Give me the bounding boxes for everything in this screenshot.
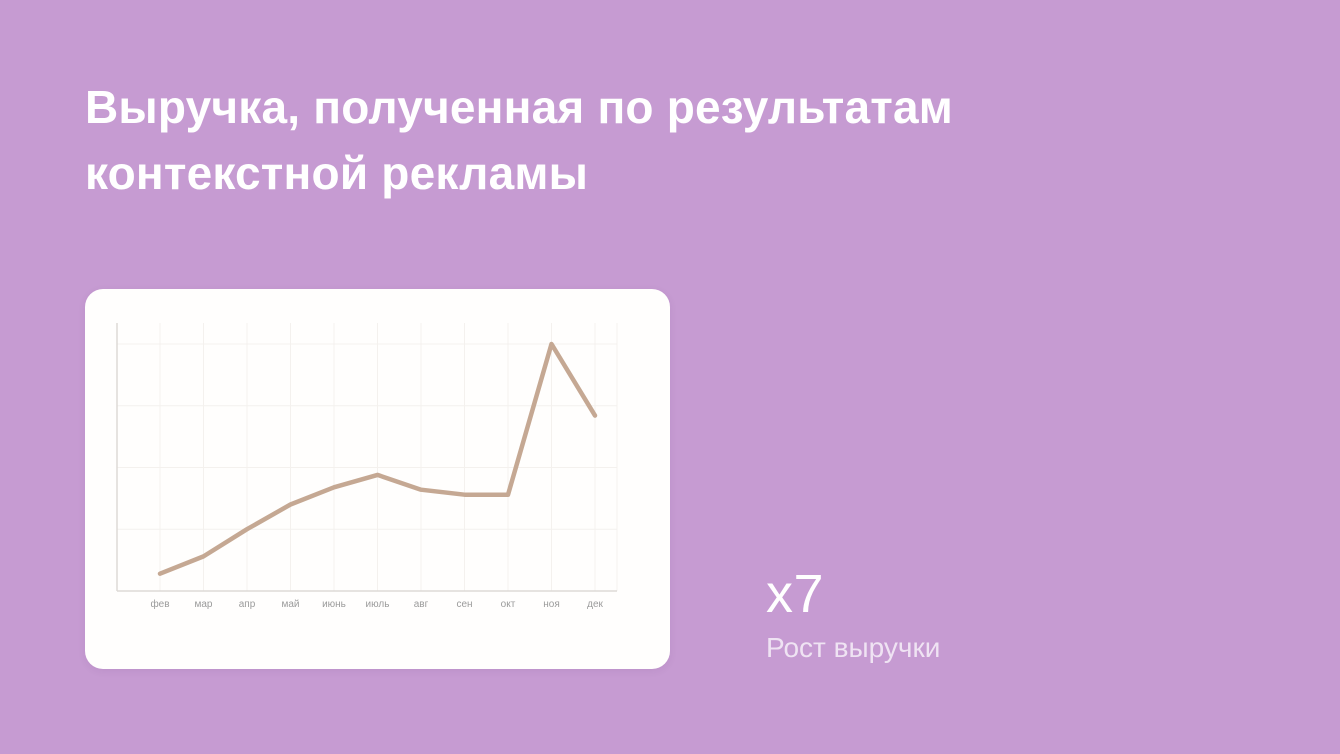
x-tick-label: май xyxy=(281,599,299,610)
metric-label: Рост выручки xyxy=(766,632,941,663)
x-tick-label: дек xyxy=(587,599,603,610)
metric-value: x7 xyxy=(766,564,825,624)
x-tick-label: июль xyxy=(366,599,390,610)
x-tick-label: авг xyxy=(414,599,429,610)
revenue-series-line xyxy=(157,341,598,576)
x-tick-label: сен xyxy=(456,599,472,610)
x-tick-label: апр xyxy=(239,599,256,610)
growth-metric: x7 Рост выручки xyxy=(766,563,940,665)
revenue-line-chart: фев мар апр май июнь июль авг сен окт ноя дек xyxy=(116,323,618,610)
x-tick-label: июнь xyxy=(322,599,346,610)
chart-card: фев мар апр май июнь июль авг сен окт ноя дек xyxy=(85,289,670,669)
x-tick-label: окт xyxy=(501,599,516,610)
x-tick-label: ноя xyxy=(543,599,560,610)
slide-title: Выручка, полученная по результатам конте… xyxy=(85,81,953,199)
x-tick-label: фев xyxy=(150,598,169,610)
x-tick-label: мар xyxy=(195,599,213,610)
